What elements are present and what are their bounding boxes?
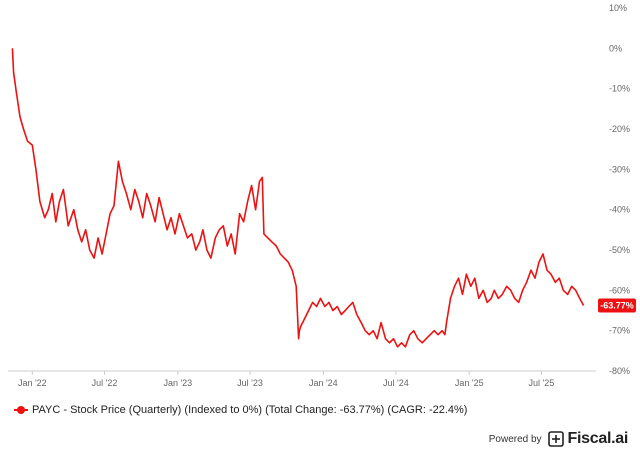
x-tick-label: Jan '25 bbox=[455, 378, 484, 388]
y-tick-label: -30% bbox=[609, 164, 630, 174]
y-tick-label: -60% bbox=[609, 285, 630, 295]
x-tick-label: Jul '23 bbox=[237, 378, 263, 388]
y-tick-label: 10% bbox=[609, 3, 627, 13]
legend[interactable]: PAYC - Stock Price (Quarterly) (Indexed … bbox=[14, 404, 467, 416]
brand-name: Fiscal.ai bbox=[567, 430, 629, 447]
fiscal-logo-icon bbox=[547, 431, 564, 447]
legend-label: PAYC - Stock Price (Quarterly) (Indexed … bbox=[32, 404, 468, 416]
x-tick-label: Jul '24 bbox=[383, 378, 409, 388]
x-tick-label: Jan '24 bbox=[309, 378, 338, 388]
y-tick-label: -70% bbox=[609, 326, 630, 336]
x-tick-label: Jan '22 bbox=[18, 378, 47, 388]
y-axis-ticks: 10% 0% -10% -20% -30% -40% -50% -60% -70% -80% bbox=[609, 3, 630, 376]
y-tick-label: -20% bbox=[609, 124, 630, 134]
y-tick-label: -40% bbox=[609, 205, 630, 215]
y-tick-label: -10% bbox=[609, 84, 630, 94]
last-value-label: -63.77% bbox=[598, 298, 636, 313]
x-tick-label: Jul '22 bbox=[92, 378, 118, 388]
x-axis-ticks: Jan '22 Jul '22 Jan '23 Jul '23 Jan '24 Jul '… bbox=[18, 371, 554, 388]
x-tick-label: Jul '25 bbox=[529, 378, 555, 388]
powered-by-footer[interactable]: Powered by Fiscal.ai bbox=[488, 430, 629, 448]
y-tick-label: -80% bbox=[609, 366, 630, 376]
series-line bbox=[11, 48, 585, 348]
y-tick-label: 0% bbox=[609, 43, 622, 53]
last-value-text: -63.77% bbox=[600, 301, 634, 311]
powered-by-text: Powered by bbox=[488, 433, 542, 445]
y-tick-label: -50% bbox=[609, 245, 630, 255]
x-tick-label: Jan '23 bbox=[163, 378, 192, 388]
legend-marker-icon bbox=[14, 405, 28, 415]
